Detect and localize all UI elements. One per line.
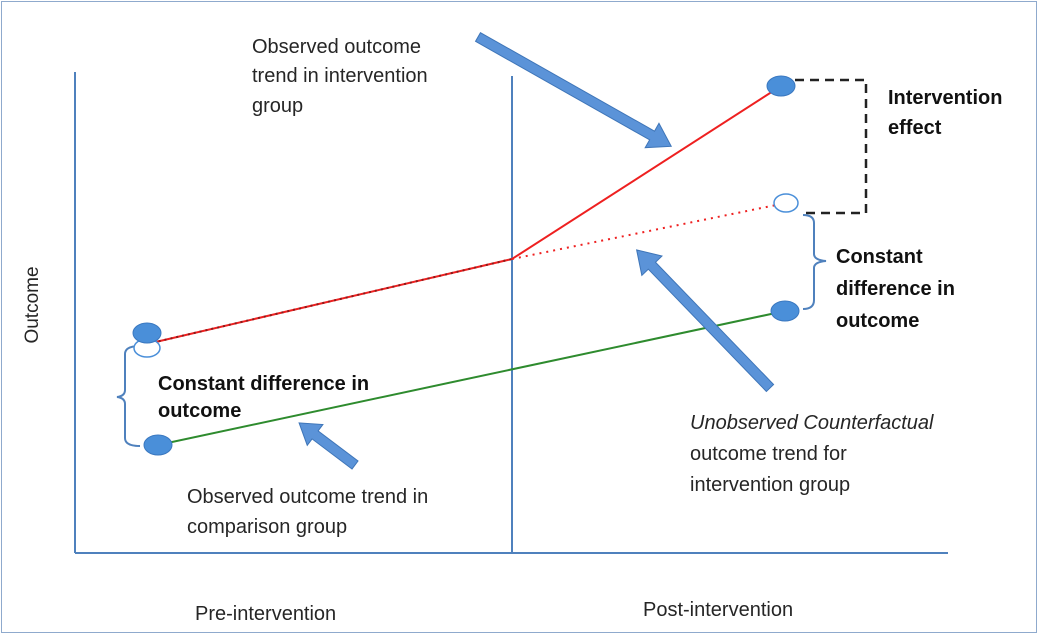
constant-difference-brace-left xyxy=(116,345,141,447)
observed-comparison-label-line1: Observed outcome trend in xyxy=(187,486,429,508)
post-comparison-marker-icon xyxy=(770,300,800,322)
arrow-to-comparison-trend-icon xyxy=(298,422,359,470)
constant-difference-left-label-line2: outcome xyxy=(158,400,242,422)
observed-intervention-label-line1: Observed outcome xyxy=(252,36,421,58)
post-counterfactual-marker-icon xyxy=(773,193,799,213)
constant-difference-left-label-line1: Constant difference in xyxy=(158,373,370,395)
counterfactual-pre-dotted-line xyxy=(146,258,513,345)
intervention-effect-label-line2: effect xyxy=(888,117,942,139)
constant-difference-right-label-line2: difference in xyxy=(836,278,955,300)
y-axis-label: Outcome xyxy=(22,266,43,344)
unobserved-counterfactual-label-line2: outcome trend for xyxy=(690,443,847,465)
intervention-effect-label-line1: Intervention xyxy=(888,87,1003,109)
post-intervention-label: Post-intervention xyxy=(643,599,794,621)
intervention-trend-line xyxy=(146,85,782,345)
comparison-trend-line xyxy=(157,310,786,446)
unobserved-counterfactual-label-line1: Unobserved Counterfactual xyxy=(690,412,934,434)
constant-difference-right-label-line1: Constant xyxy=(836,246,923,268)
observed-intervention-label-line2: trend in intervention xyxy=(252,65,428,87)
intervention-effect-bracket xyxy=(795,78,868,215)
counterfactual-post-dotted-line xyxy=(511,202,787,260)
observed-intervention-label-line3: group xyxy=(252,95,304,117)
post-intervention-marker-icon xyxy=(766,75,796,97)
observed-comparison-label-line2: comparison group xyxy=(187,516,348,538)
pre-intervention-marker-icon xyxy=(132,322,162,344)
unobserved-counterfactual-label-line3: intervention group xyxy=(690,474,851,496)
arrow-to-counterfactual-trend-icon xyxy=(635,249,775,393)
arrow-to-intervention-trend-icon xyxy=(474,31,673,149)
constant-difference-brace-right xyxy=(802,214,827,310)
pre-intervention-label: Pre-intervention xyxy=(195,603,337,625)
constant-difference-right-label-line3: outcome xyxy=(836,310,920,332)
pre-comparison-marker-icon xyxy=(143,434,173,456)
